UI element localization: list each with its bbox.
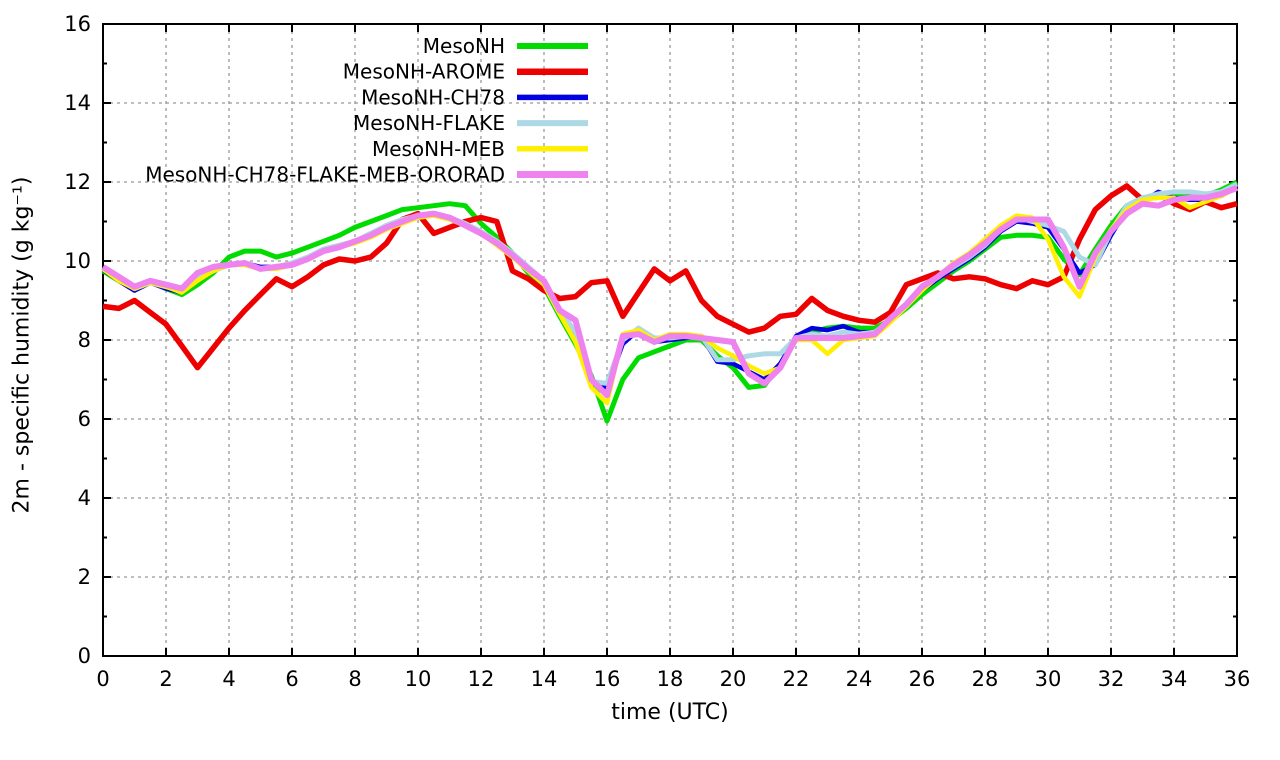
x-tick-label: 8 bbox=[348, 667, 361, 691]
x-tick-label: 26 bbox=[909, 667, 936, 691]
y-tick-label: 12 bbox=[64, 170, 91, 194]
series-line-mesonh-ch78 bbox=[101, 183, 1239, 390]
x-tick-label: 36 bbox=[1224, 667, 1251, 691]
x-tick-label: 32 bbox=[1098, 667, 1125, 691]
x-tick-label: 2 bbox=[159, 667, 172, 691]
legend-label-mesonh-flake: MesoNH-FLAKE bbox=[353, 111, 505, 135]
x-tick-label: 34 bbox=[1161, 667, 1188, 691]
y-tick-label: 8 bbox=[78, 328, 91, 352]
series-line-mesonh-ch78-flake-meb-ororad bbox=[101, 185, 1239, 399]
legend-label-mesonh-meb: MesoNH-MEB bbox=[372, 137, 505, 161]
x-tick-label: 6 bbox=[285, 667, 298, 691]
x-tick-label: 16 bbox=[594, 667, 621, 691]
x-tick-label: 4 bbox=[222, 667, 235, 691]
y-tick-label: 10 bbox=[64, 249, 91, 273]
legend-label-mesonh-arome: MesoNH-AROME bbox=[343, 60, 505, 84]
series-line-mesonh bbox=[101, 179, 1239, 424]
x-tick-label: 28 bbox=[972, 667, 999, 691]
x-tick-label: 22 bbox=[783, 667, 810, 691]
series-line-mesonh-arome bbox=[102, 183, 1238, 371]
y-tick-label: 4 bbox=[78, 486, 91, 510]
x-tick-label: 10 bbox=[405, 667, 432, 691]
y-tick-label: 16 bbox=[64, 12, 91, 36]
y-axis-title: 2m - specific humidity (g kg⁻¹) bbox=[9, 176, 35, 514]
x-tick-label: 30 bbox=[1035, 667, 1062, 691]
y-tick-label: 2 bbox=[78, 565, 91, 589]
x-tick-label: 14 bbox=[531, 667, 558, 691]
legend-label-mesonh-ch78-flake-meb-ororad: MesoNH-CH78-FLAKE-MEB-ORORAD bbox=[145, 163, 505, 187]
x-tick-label: 12 bbox=[468, 667, 495, 691]
x-tick-label: 24 bbox=[846, 667, 873, 691]
y-tick-label: 14 bbox=[64, 91, 91, 115]
x-tick-label: 20 bbox=[720, 667, 747, 691]
y-tick-label: 0 bbox=[78, 644, 91, 668]
legend-label-mesonh-ch78: MesoNH-CH78 bbox=[361, 85, 505, 109]
x-tick-label: 18 bbox=[657, 667, 684, 691]
x-tick-label: 0 bbox=[96, 667, 109, 691]
legend-label-mesonh: MesoNH bbox=[423, 34, 505, 58]
x-axis-title: time (UTC) bbox=[611, 700, 729, 725]
y-tick-label: 6 bbox=[78, 407, 91, 431]
